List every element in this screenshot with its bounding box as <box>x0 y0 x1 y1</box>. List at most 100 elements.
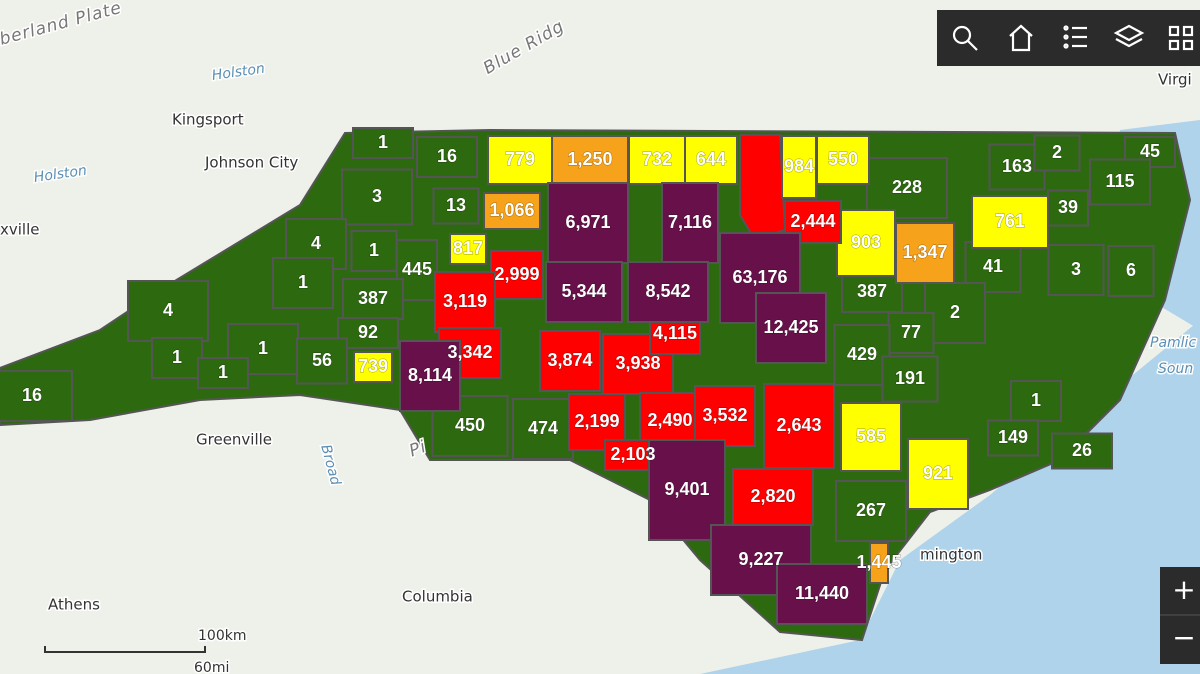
county-label: 2,643 <box>776 415 821 435</box>
place-label: Columbia <box>402 588 473 606</box>
county-label: 1 <box>172 347 182 367</box>
county-label: 228 <box>892 177 922 197</box>
place-label: Kingsport <box>172 111 244 129</box>
county <box>648 439 726 541</box>
place-label: Johnson City <box>204 154 298 172</box>
county-label: 1,445 <box>856 552 901 572</box>
county <box>881 355 939 403</box>
county-label: 739 <box>358 356 388 376</box>
county-label: 2,999 <box>494 264 539 284</box>
place-label: mington <box>920 546 982 564</box>
county <box>755 292 827 364</box>
county-label: 644 <box>696 149 726 169</box>
county-label: 585 <box>856 426 886 446</box>
county-label: 817 <box>453 238 483 258</box>
county <box>661 182 719 264</box>
county-label: 1 <box>1031 390 1041 410</box>
legend-button[interactable] <box>1063 25 1088 49</box>
county-label: 4 <box>163 300 173 320</box>
county-label: 13 <box>446 195 466 215</box>
county <box>840 402 902 472</box>
county-label: 2,444 <box>790 211 835 231</box>
county-label: 429 <box>847 344 877 364</box>
county-label: 3,342 <box>447 342 492 362</box>
county <box>1033 134 1081 172</box>
scale-mi: 60mi <box>194 660 229 674</box>
county-label: 450 <box>455 415 485 435</box>
basemap-button[interactable] <box>1168 25 1194 51</box>
county-label: 903 <box>851 232 881 252</box>
county-label: 1,250 <box>567 149 612 169</box>
county-label: 3 <box>372 186 382 206</box>
county-label: 92 <box>358 322 378 342</box>
county <box>816 135 870 185</box>
county <box>1107 245 1155 297</box>
county <box>866 157 948 219</box>
home-button[interactable] <box>1009 24 1033 52</box>
search-button[interactable] <box>952 25 978 51</box>
county-label: 387 <box>857 281 887 301</box>
county <box>416 136 478 178</box>
county-label: 9,401 <box>664 479 709 499</box>
county-label: 7,116 <box>668 212 712 232</box>
county <box>296 337 348 385</box>
county-label: 732 <box>642 149 672 169</box>
county-label: 550 <box>828 149 858 169</box>
county <box>1051 432 1113 470</box>
county-label: 2 <box>1052 142 1062 162</box>
county-label: 4,115 <box>653 323 697 343</box>
county-label: 3,119 <box>443 291 487 311</box>
county <box>1010 380 1062 422</box>
county <box>0 370 73 422</box>
county-label: 2,490 <box>647 410 692 430</box>
county-label: 149 <box>998 427 1028 447</box>
county <box>539 330 601 392</box>
zoom-out[interactable]: − <box>1172 621 1195 654</box>
county-label: 1 <box>258 338 268 358</box>
county-label: 445 <box>402 259 432 279</box>
scale-bar <box>44 646 206 653</box>
county-label: 12,425 <box>763 317 818 337</box>
place-label: xville <box>0 221 40 239</box>
ocean <box>700 320 1200 674</box>
county-label: 115 <box>1105 171 1134 191</box>
county-label: 3,938 <box>615 353 660 373</box>
zoom-in[interactable]: + <box>1172 573 1195 606</box>
county-label: 4 <box>311 233 321 253</box>
layers-button[interactable] <box>1113 24 1145 48</box>
county <box>483 192 541 230</box>
county-label: 163 <box>1002 156 1032 176</box>
county <box>434 271 496 333</box>
county-label: 267 <box>856 500 886 520</box>
county-label: 2,199 <box>574 411 619 431</box>
county <box>971 195 1049 249</box>
county-label: 45 <box>1140 141 1160 161</box>
county-label: 1,347 <box>902 242 947 262</box>
place-label: Pamlic <box>1150 335 1196 351</box>
scale-km: 100km <box>198 628 246 644</box>
county <box>272 257 334 309</box>
county <box>739 134 787 242</box>
county-label: 387 <box>358 288 388 308</box>
county <box>1089 158 1151 206</box>
place-label: Virgi <box>1158 71 1192 89</box>
toolbar-icons <box>952 24 1194 52</box>
toolbar <box>937 10 1200 66</box>
county-label: 2,103 <box>610 444 655 464</box>
county <box>836 209 896 277</box>
county <box>342 278 404 320</box>
county <box>627 261 709 323</box>
county <box>432 187 480 225</box>
county-label: 16 <box>22 385 42 405</box>
county-label: 5,344 <box>561 281 606 301</box>
county-label: 26 <box>1072 440 1092 460</box>
county <box>197 357 249 389</box>
county <box>833 324 891 386</box>
county-label: 921 <box>923 463 953 483</box>
county <box>396 239 438 301</box>
county-label: 63,176 <box>732 267 787 287</box>
place-label: Athens <box>48 596 100 614</box>
county-label: 39 <box>1058 197 1078 217</box>
county-label: 16 <box>437 146 457 166</box>
